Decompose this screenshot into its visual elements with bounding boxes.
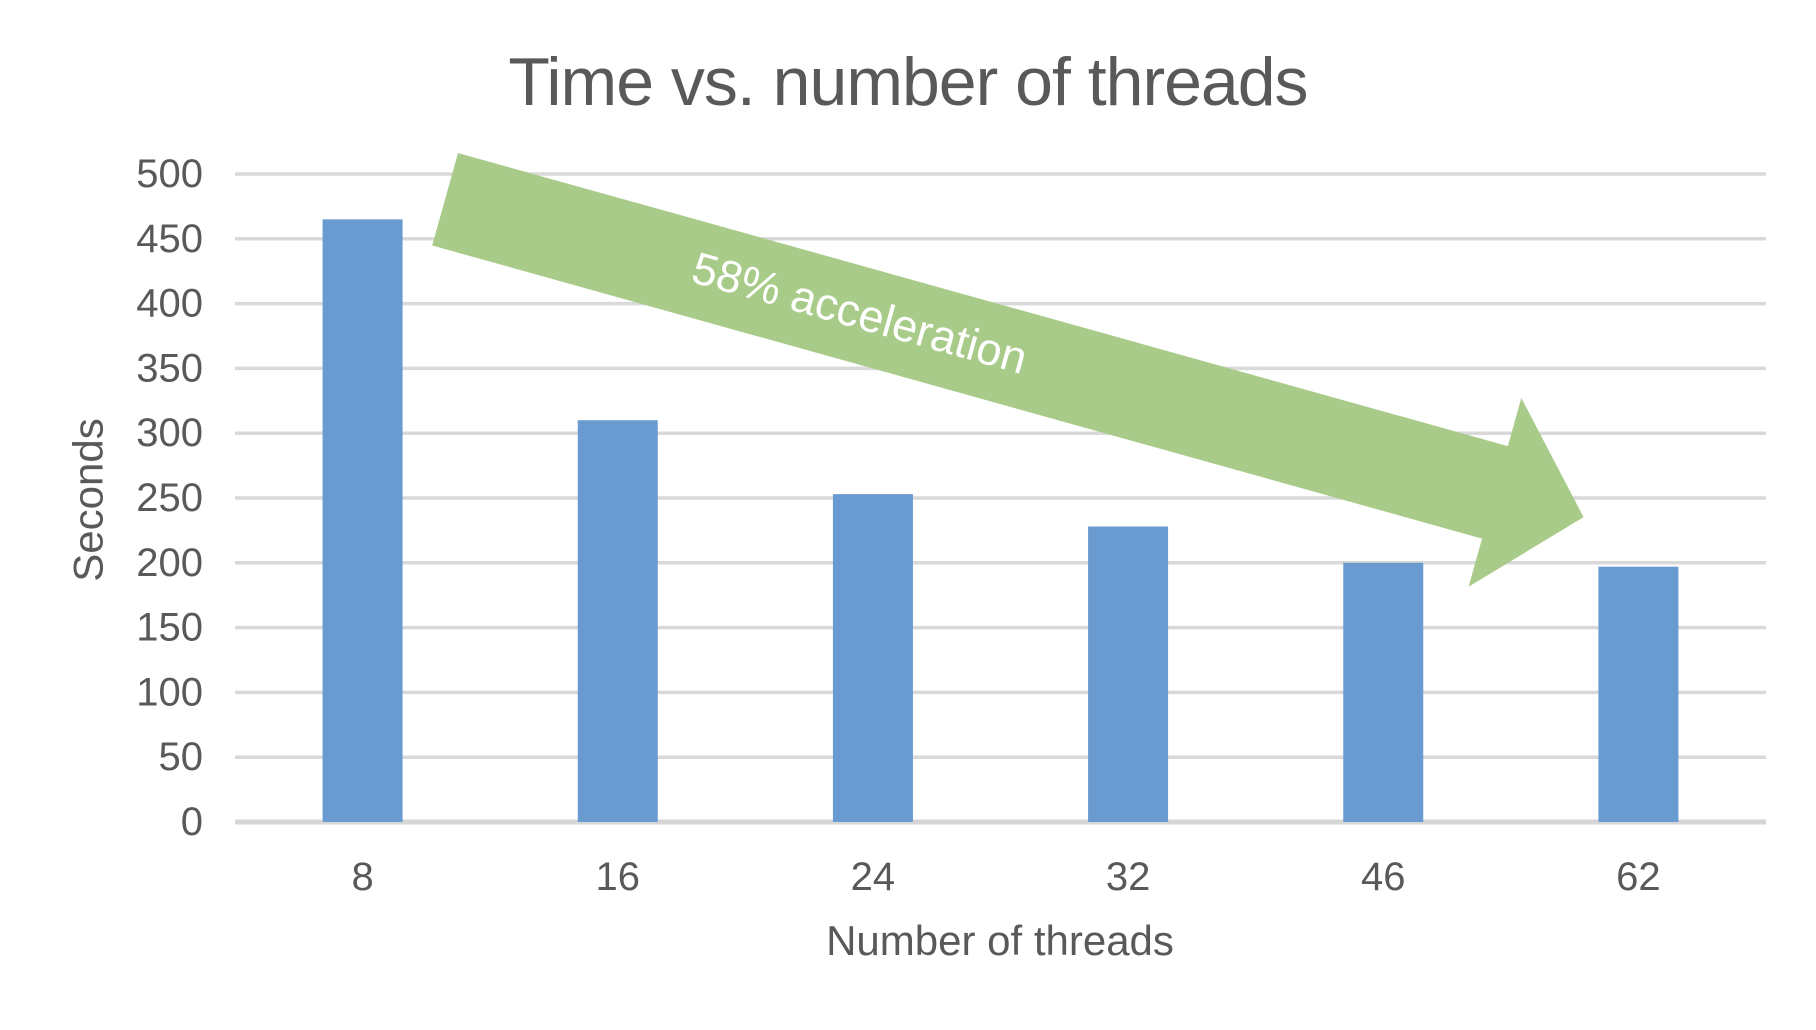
bar [322,219,403,823]
y-tick-label: 300 [136,411,203,455]
y-tick-label: 100 [136,670,203,714]
y-tick-labels: 0 50 100 150 200 250 300 350 400 450 500 [136,152,203,844]
y-tick-label: 0 [181,800,203,844]
bar [577,420,658,822]
x-tick-label: 32 [1106,855,1151,899]
x-tick-label: 62 [1616,855,1661,899]
y-tick-label: 50 [159,735,204,779]
bar [1343,562,1424,822]
y-axis-title: Seconds [65,418,112,581]
x-tick-labels: 8 16 24 32 46 62 [351,855,1660,899]
bar-series [322,219,1679,823]
bar [1598,566,1679,822]
x-axis-title: Number of threads [826,917,1174,964]
x-tick-label: 46 [1361,855,1406,899]
y-tick-label: 150 [136,606,203,650]
y-tick-label: 500 [136,152,203,196]
chart-title: Time vs. number of threads [508,44,1307,120]
acceleration-arrow [432,153,1584,587]
y-tick-label: 400 [136,282,203,326]
y-tick-label: 200 [136,541,203,585]
bar [1088,526,1169,822]
x-tick-label: 16 [596,855,641,899]
y-tick-label: 250 [136,476,203,520]
x-tick-label: 24 [851,855,896,899]
x-tick-label: 8 [351,855,373,899]
y-tick-label: 350 [136,346,203,390]
bar [832,494,913,822]
y-tick-label: 450 [136,217,203,261]
